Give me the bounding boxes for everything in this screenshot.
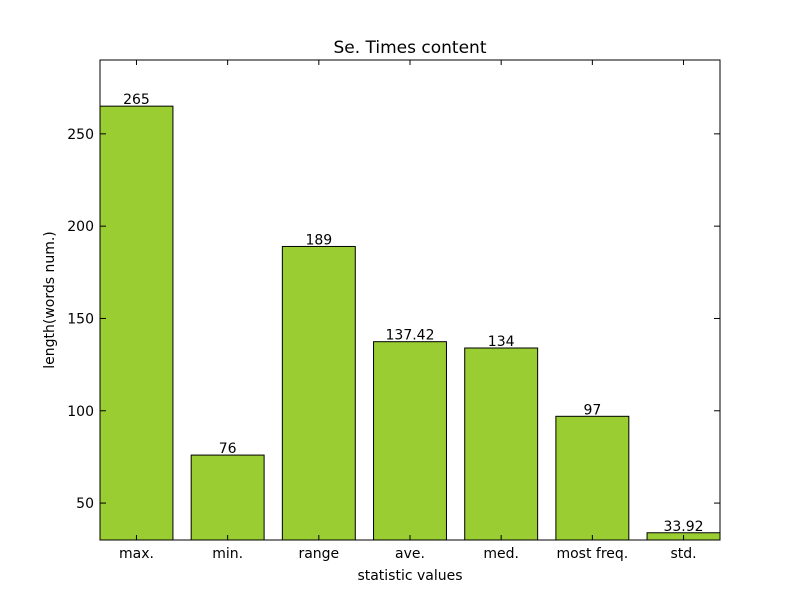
plot-area-frame xyxy=(99,59,721,541)
bar-value-label: 76 xyxy=(219,441,237,457)
bar-value-label: 137.42 xyxy=(386,328,435,344)
bar-value-label: 33.92 xyxy=(663,519,703,535)
x-tick-label: range xyxy=(298,546,339,562)
y-tick-label: 50 xyxy=(76,496,94,512)
bar-0 xyxy=(99,105,174,541)
bar-4 xyxy=(464,347,539,541)
x-tick-label: ave. xyxy=(395,546,425,562)
y-tick-label: 250 xyxy=(67,127,94,143)
bars-layer: 265 76 189 137.42 134 97 33.92 xyxy=(99,92,721,541)
y-tick-label: 150 xyxy=(67,311,94,327)
chart-title: Se. Times content xyxy=(333,38,486,58)
y-axis-label: length(words num.) xyxy=(42,231,58,369)
x-tick-label: most freq. xyxy=(556,546,628,562)
x-tick-label: min. xyxy=(212,546,243,562)
bar-value-label: 265 xyxy=(123,92,150,108)
bar-value-label: 189 xyxy=(305,232,332,248)
bar-2 xyxy=(281,245,356,541)
ticks-layer: max. min. range ave. med. most freq. std. 50 100… xyxy=(67,60,720,562)
bar-value-label: 134 xyxy=(488,334,515,350)
bar-1 xyxy=(190,454,265,541)
bar-3 xyxy=(373,341,447,541)
x-tick-label: std. xyxy=(670,546,696,562)
bar-5 xyxy=(555,415,630,541)
y-tick-label: 200 xyxy=(67,219,94,235)
bar-value-label: 97 xyxy=(583,402,601,418)
y-tick-label: 100 xyxy=(67,404,94,420)
x-tick-label: med. xyxy=(483,546,519,562)
x-axis-label: statistic values xyxy=(357,568,462,584)
x-tick-label: max. xyxy=(119,546,154,562)
